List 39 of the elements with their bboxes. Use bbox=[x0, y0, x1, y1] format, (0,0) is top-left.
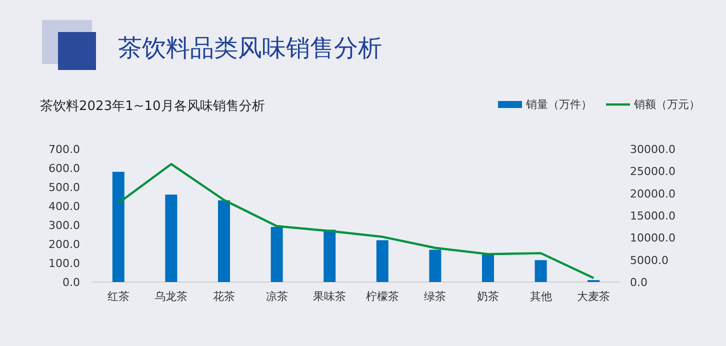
bar bbox=[218, 200, 230, 282]
x-tick-label: 绿茶 bbox=[424, 290, 446, 303]
bar bbox=[270, 226, 283, 282]
y2-tick-label: 10000.0 bbox=[630, 232, 676, 245]
chart-subtitle: 茶饮料2023年1~10月各风味销售分析 bbox=[40, 99, 265, 114]
x-tick-label: 柠檬茶 bbox=[366, 290, 399, 303]
y2-tick-label: 25000.0 bbox=[630, 165, 676, 178]
y-tick-label: 0.0 bbox=[62, 276, 80, 289]
bar bbox=[324, 230, 336, 282]
y-tick-label: 700.0 bbox=[48, 143, 80, 156]
x-tick-label: 大麦茶 bbox=[577, 290, 610, 303]
x-tick-label: 果味茶 bbox=[313, 290, 346, 303]
y-tick-label: 200.0 bbox=[48, 238, 80, 251]
legend-label: 销量（万件） bbox=[525, 98, 592, 111]
x-tick-label: 乌龙茶 bbox=[154, 290, 188, 303]
bar bbox=[112, 172, 124, 282]
x-tick-label: 其他 bbox=[530, 290, 552, 303]
bar bbox=[429, 250, 442, 282]
y2-tick-label: 15000.0 bbox=[630, 210, 676, 222]
y2-tick-label: 5000.0 bbox=[630, 254, 668, 267]
bar bbox=[534, 260, 547, 282]
bar bbox=[376, 240, 388, 282]
legend-label: 销额（万元） bbox=[633, 98, 700, 111]
y2-tick-label: 20000.0 bbox=[630, 187, 676, 200]
line-series bbox=[117, 162, 595, 280]
y-tick-label: 600.0 bbox=[48, 162, 80, 175]
x-tick-label: 红茶 bbox=[107, 290, 130, 303]
x-tick-label: 凉茶 bbox=[266, 290, 288, 303]
y-tick-label: 500.0 bbox=[48, 181, 80, 194]
y-tick-label: 300.0 bbox=[48, 219, 80, 232]
bar bbox=[165, 194, 178, 282]
y-tick-label: 100.0 bbox=[48, 257, 80, 270]
bar bbox=[482, 254, 494, 282]
y2-tick-label: 0.0 bbox=[630, 276, 648, 289]
y-tick-label: 400.0 bbox=[48, 200, 80, 213]
y2-tick-label: 30000.0 bbox=[630, 143, 676, 156]
chart-title: 茶饮料品类风味销售分析 bbox=[118, 34, 382, 62]
x-tick-label: 花茶 bbox=[213, 290, 235, 303]
x-tick-label: 奶茶 bbox=[477, 290, 499, 303]
